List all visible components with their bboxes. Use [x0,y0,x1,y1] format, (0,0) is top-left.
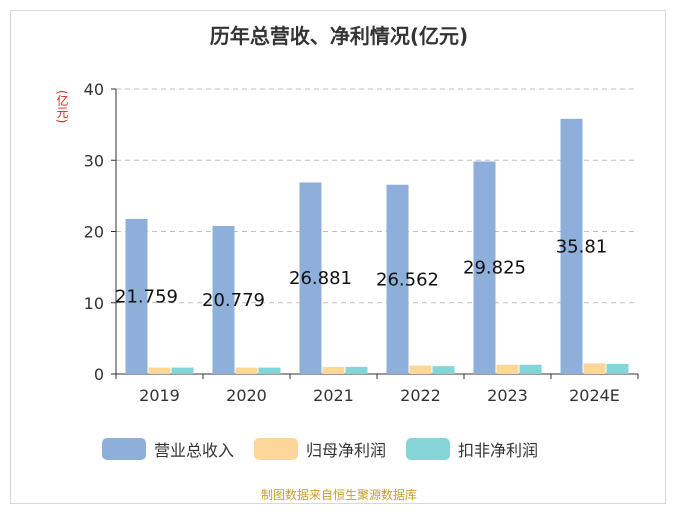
legend-item-revenue[interactable]: 营业总收入 [102,437,234,461]
legend-label-net-profit-ex: 扣非净利润 [458,441,539,460]
bar-net-profit-ex [432,366,455,374]
bar-net-profit-ex [258,367,281,374]
data-label: 20.779 [202,290,265,311]
x-tick-label: 2024E [569,386,620,405]
data-source-footer: 制图数据来自恒生聚源数据库 [260,488,417,502]
legend-label-net-profit: 归母净利润 [306,441,387,460]
y-tick-label: 10 [84,294,104,313]
y-axis-unit-label: (亿元) [55,90,69,124]
data-label: 29.825 [463,258,526,279]
data-label: 26.881 [289,268,352,289]
bar-net-profit-ex [345,366,368,374]
bar-net-profit [409,365,432,374]
legend-swatch-net-profit [254,438,299,460]
bar-net-profit [583,363,606,374]
bar-revenue [560,118,583,374]
bar-revenue [386,184,409,374]
bar-net-profit [148,367,171,374]
data-label: 26.562 [376,269,439,290]
bar-net-profit-ex [171,367,194,374]
bar-revenue [212,225,235,374]
bar-revenue [299,182,322,374]
bar-net-profit-ex [606,364,629,374]
chart-frame [10,10,666,504]
y-tick-label: 20 [84,223,104,242]
legend-swatch-revenue [102,438,146,460]
legend-item-net-profit-ex[interactable]: 扣非净利润 [406,437,538,461]
bar-revenue [473,161,496,374]
legend-swatch-net-profit-ex [406,438,451,460]
bar-net-profit [322,366,345,374]
legend: 营业总收入 归母净利润 扣非净利润 [102,437,538,461]
x-tick-label: 2019 [139,386,180,405]
chart-title: 历年总营收、净利情况(亿元) [209,24,469,48]
bar-net-profit [496,364,519,374]
x-tick-label: 2020 [226,386,267,405]
legend-item-net-profit[interactable]: 归母净利润 [254,437,386,461]
x-tick-label: 2023 [487,386,528,405]
y-tick-label: 0 [94,365,104,384]
x-tick-label: 2021 [313,386,354,405]
bar-revenue [125,218,148,374]
y-tick-label: 30 [84,151,104,170]
bar-net-profit [235,367,258,374]
bar-net-profit-ex [519,364,542,374]
data-label: 35.81 [556,236,608,257]
data-label: 21.759 [115,286,178,307]
x-tick-label: 2022 [400,386,441,405]
legend-label-revenue: 营业总收入 [154,441,235,460]
y-tick-label: 40 [84,80,104,99]
